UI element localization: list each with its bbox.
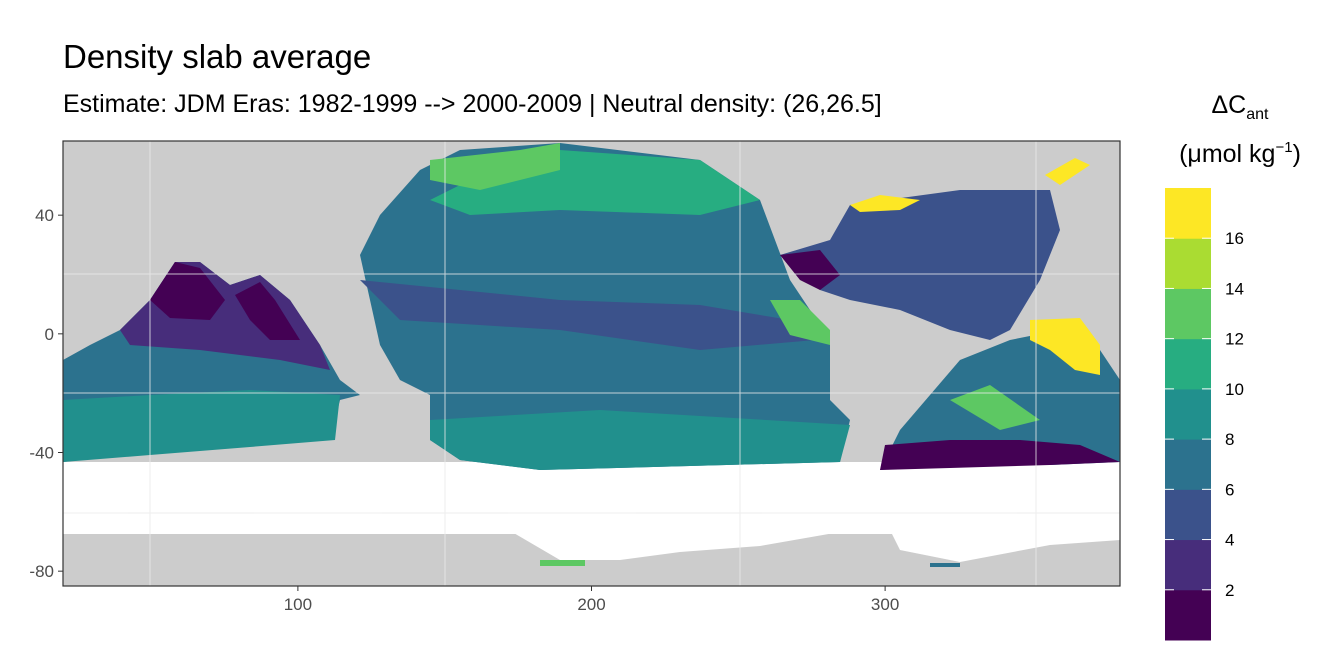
bay-of-bengal-minimum [235,282,300,340]
legend-color-bin [1165,489,1211,541]
legend-tick-label: 6 [1225,480,1234,499]
legend-color-bin [1165,188,1211,239]
legend-color-bin [1165,388,1211,440]
east-pacific-high [770,300,830,345]
legend-colorbar [1165,188,1211,641]
ross-sea-patch [540,560,585,566]
legend-color-bin [1165,288,1211,340]
x-tick-label: 300 [871,595,899,614]
plot-title: Density slab average [63,38,372,75]
y-tick-label: -80 [29,562,54,581]
plot-subtitle: Estimate: JDM Eras: 1982-1999 --> 2000-2… [63,90,882,118]
legend-color-bin [1165,439,1211,490]
y-axis: 40 0 -40 -80 [29,206,63,581]
legend-tick-label: 4 [1225,531,1234,550]
indian-ocean-south-band [63,390,340,462]
weddell-sea-patch [930,563,960,567]
north-pacific-subarctic [430,143,560,190]
atlantic-south-high-band [950,385,1040,430]
map-panel [63,141,1120,586]
x-axis: 100 200 300 [284,586,899,614]
atlantic-north-low-region [780,250,840,290]
legend-tick-label: 12 [1225,330,1244,349]
legend-tick-label: 14 [1225,279,1244,298]
grid-lines [63,141,1120,586]
gulf-of-guinea-high [1030,318,1100,375]
north-atlantic-high-patch [1045,158,1090,185]
legend-unit: (μmol kg−1) [1179,139,1301,168]
south-pacific-high-band [430,410,850,470]
pacific-ocean-low-band [360,280,815,350]
legend-tick-label: 2 [1225,581,1234,600]
southern-ocean-nodata-band [63,462,1120,534]
antarctic-shelf-nodata [63,518,1120,562]
atlantic-north-region [780,190,1060,340]
y-tick-label: 0 [45,325,54,344]
legend-tick-label: 10 [1225,380,1244,399]
y-tick-label: -40 [29,444,54,463]
x-tick-label: 200 [577,595,605,614]
legend-color-bin [1165,238,1211,289]
legend-color-bin [1165,338,1211,390]
x-tick-label: 100 [284,595,312,614]
legend-color-bin [1165,589,1211,641]
legend-tick-label: 8 [1225,430,1234,449]
legend-ticks: 2 4 6 8 10 12 14 16 [1165,229,1244,600]
y-tick-label: 40 [35,206,54,225]
legend-color-bin [1165,539,1211,591]
arabian-sea-minimum [150,262,225,320]
legend: ΔCant (μmol kg−1) 2 4 6 8 10 12 14 16 [1165,91,1301,641]
atlantic-south-minimum-band [880,440,1120,470]
legend-tick-label: 16 [1225,229,1244,248]
legend-title: ΔCant [1211,91,1269,123]
labrador-sea-high [850,195,920,212]
